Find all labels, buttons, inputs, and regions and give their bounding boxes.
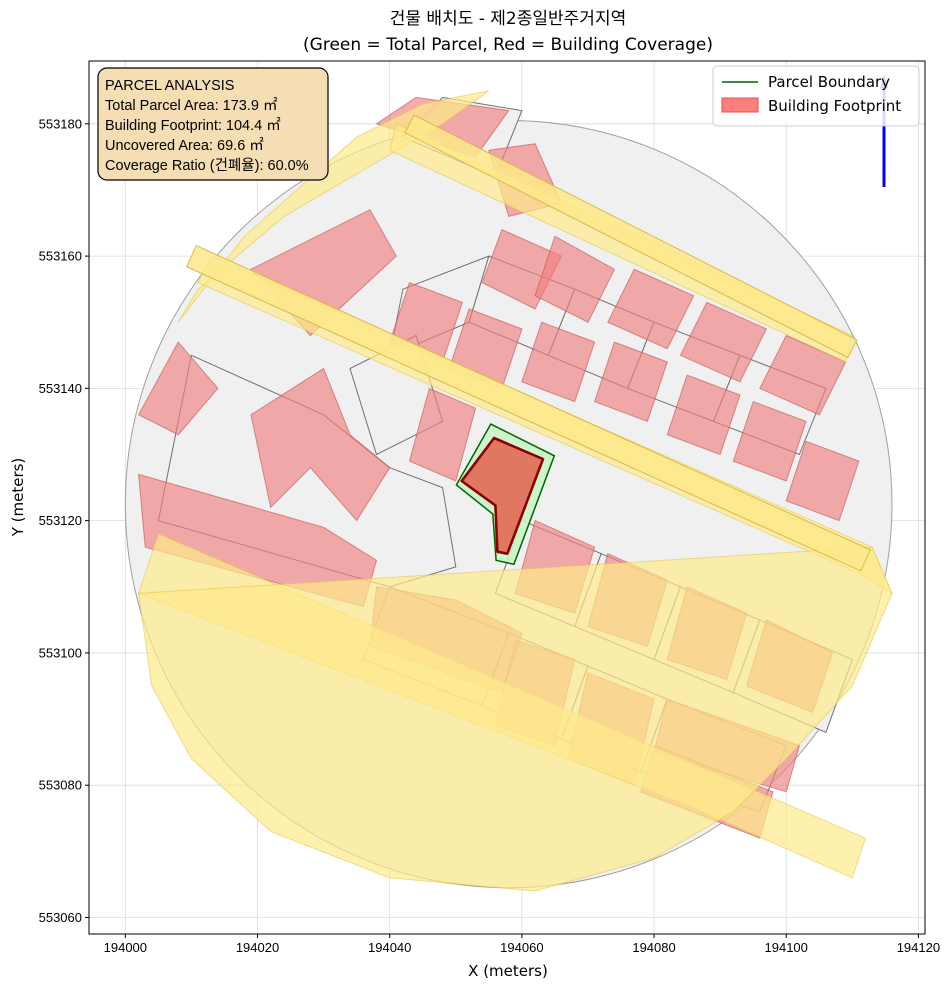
y-tick-label: 553120 [39,513,82,528]
infobox-line-footprint: Building Footprint: 104.4 ㎡ [105,117,281,134]
parcel-analysis-infobox: PARCEL ANALYSIS Total Parcel Area: 173.9… [97,67,329,181]
infobox-line-uncovered: Uncovered Area: 69.6 ㎡ [105,137,264,154]
infobox-line-title: PARCEL ANALYSIS [105,78,234,94]
neighbor-building [785,440,860,522]
y-tick-label: 553080 [39,778,82,793]
y-tick-label: 553140 [39,381,82,396]
x-tick-label: 194120 [897,940,940,955]
x-tick-label: 194000 [104,940,147,955]
plot-area: 194000 194020 194040 194060 194080 194100 1941… [39,60,940,955]
neighbor-building [666,374,741,456]
legend-building-footprint-label: Building Footprint [768,97,901,115]
y-tick-label: 553180 [39,116,82,131]
x-tick-label: 194020 [236,940,279,955]
neighbor-building [521,321,596,403]
legend-parcel-boundary-label: Parcel Boundary [768,73,890,91]
legend-building-patch-swatch [721,97,759,113]
road-stripe [404,114,858,359]
infobox-line-coverage: Coverage Ratio (건폐율): 60.0% [105,157,309,174]
y-tick-label: 553160 [39,249,82,264]
map-layer [124,90,894,892]
neighbor-building [137,341,219,436]
road-area [138,546,893,892]
y-axis-label: Y (meters) [9,458,27,538]
target-building [460,436,545,556]
legend: Parcel Boundary Building Footprint [712,65,920,127]
infobox-line-total-area: Total Parcel Area: 173.9 ㎡ [105,97,278,114]
chart-title-line-2: (Green = Total Parcel, Red = Building Co… [303,35,713,55]
neighbor-building [593,341,668,423]
x-tick-label: 194080 [632,940,675,955]
chart-title-line-1: 건물 배치도 - 제2종일반주거지역 [390,9,626,29]
infobox-background [97,67,329,181]
plot-frame [88,60,926,935]
y-tick-label: 553060 [39,910,82,925]
x-tick-label: 194100 [765,940,808,955]
neighbor-building [679,301,768,383]
x-axis-label: X (meters) [468,962,548,980]
neighbor-building [250,367,391,522]
neighbor-building [732,400,807,482]
x-tick-label: 194060 [500,940,543,955]
legend-frame [712,65,920,127]
neighbor-building [607,268,695,350]
neighbor-building [534,235,616,323]
y-tick-label: 553100 [39,645,82,660]
neighbor-building [408,387,477,482]
axis-ticks: 194000 194020 194040 194060 194080 194100 1941… [39,116,940,955]
road-stripe [186,244,871,572]
x-tick-label: 194040 [368,940,411,955]
